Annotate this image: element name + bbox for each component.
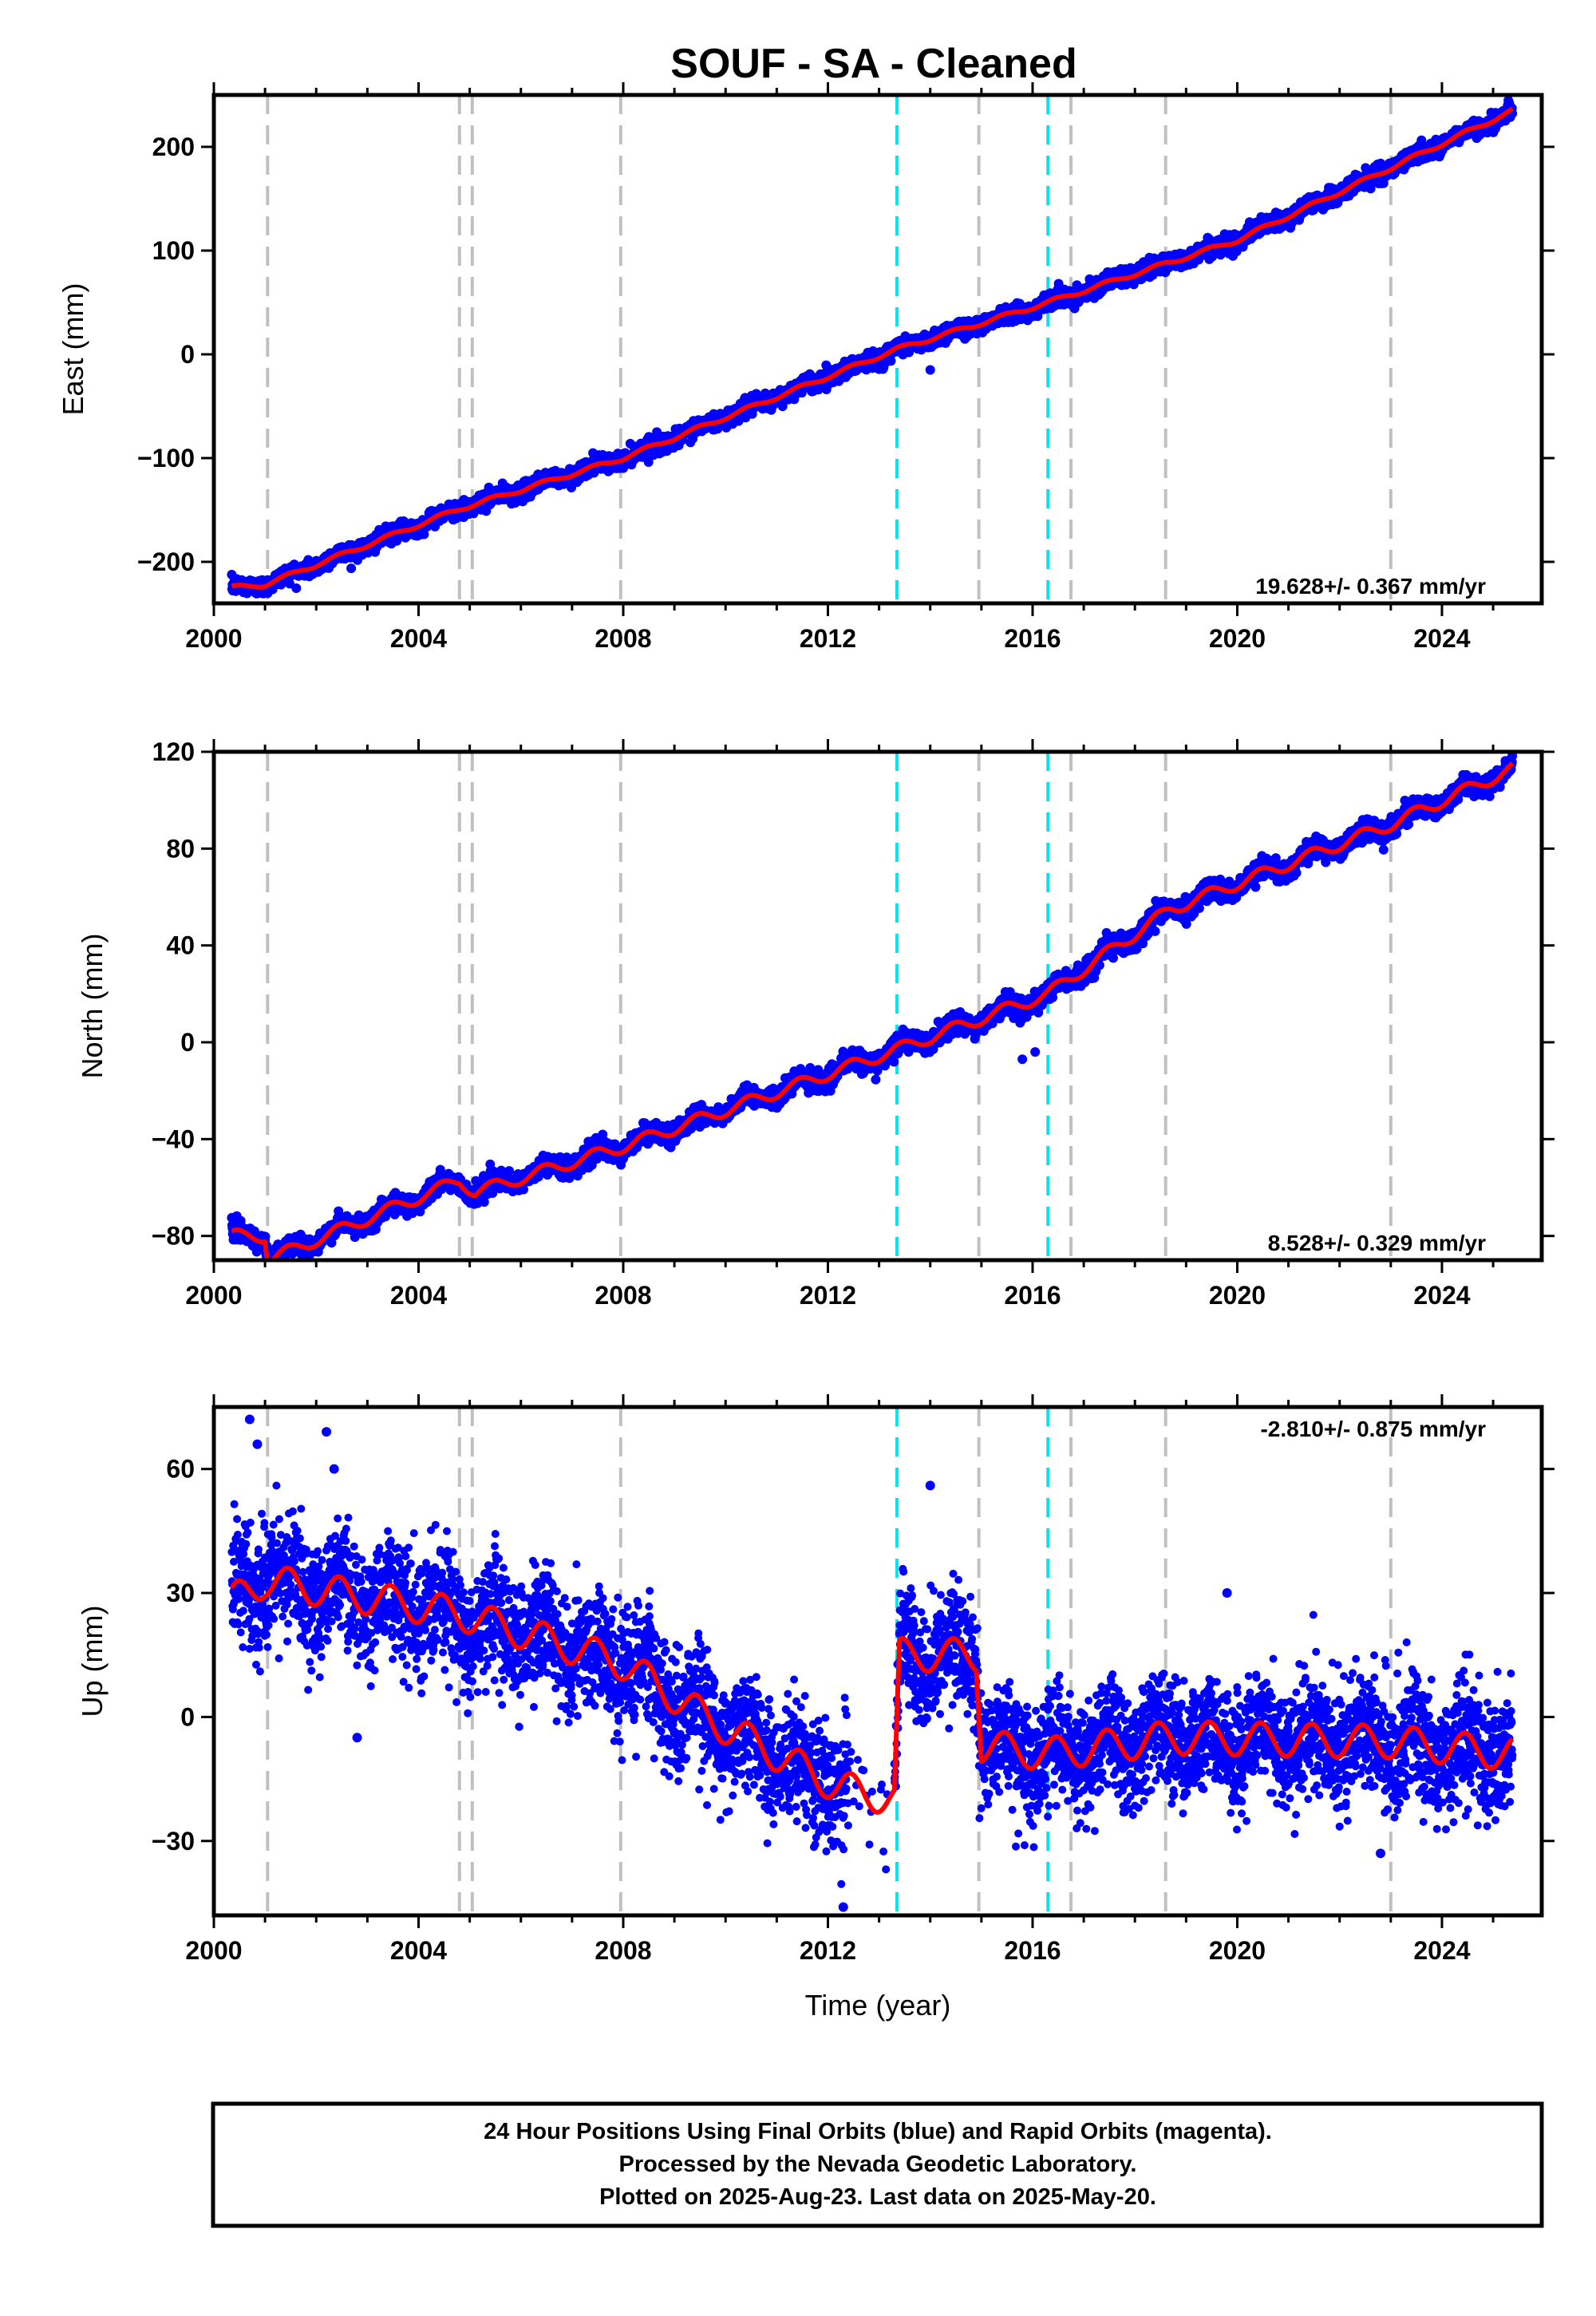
east-x-tick-label: 2020 <box>1209 624 1266 653</box>
east-x-tick-label: 2024 <box>1413 624 1470 653</box>
east-y-tick-label: −100 <box>137 444 195 472</box>
east-data-point <box>346 563 357 574</box>
east-x-tick-label: 2004 <box>390 624 447 653</box>
north-data-point <box>269 1268 279 1278</box>
east-x-tick-labels: 2000 2004 2008 2012 2016 2020 2024 <box>185 624 1470 653</box>
east-y-tick-labels: −200 −100 0 100 200 <box>137 132 195 576</box>
east-y-tick-label: −200 <box>137 547 195 576</box>
north-panel: 2000 2004 2008 2012 2016 2020 2024 −80−4004080… <box>76 737 1555 1310</box>
east-y-tick-label: 100 <box>152 236 195 265</box>
east-data-point <box>886 356 896 366</box>
east-data-point <box>291 583 302 593</box>
chart-title: SOUF - SA - Cleaned <box>670 41 1077 87</box>
east-y-tick-label: 200 <box>152 132 195 161</box>
north-plot-frame <box>214 752 1542 1260</box>
east-x-tick-label: 2000 <box>185 624 242 653</box>
east-rate-label: 19.628+/- 0.367 mm/yr <box>1255 574 1486 599</box>
east-panel: 2000 2004 2008 2012 2016 2020 2024 −200 −100 0 10… <box>57 82 1555 653</box>
north-data-point <box>265 1268 275 1278</box>
north-data-point <box>504 1166 515 1176</box>
east-y-tick-label: 0 <box>180 340 195 369</box>
east-x-tick-label: 2016 <box>1004 624 1061 653</box>
east-data-point <box>925 365 935 375</box>
east-x-tick-label: 2012 <box>800 624 856 653</box>
east-x-tick-label: 2008 <box>595 624 651 653</box>
east-axis-label: East (mm) <box>57 283 89 416</box>
